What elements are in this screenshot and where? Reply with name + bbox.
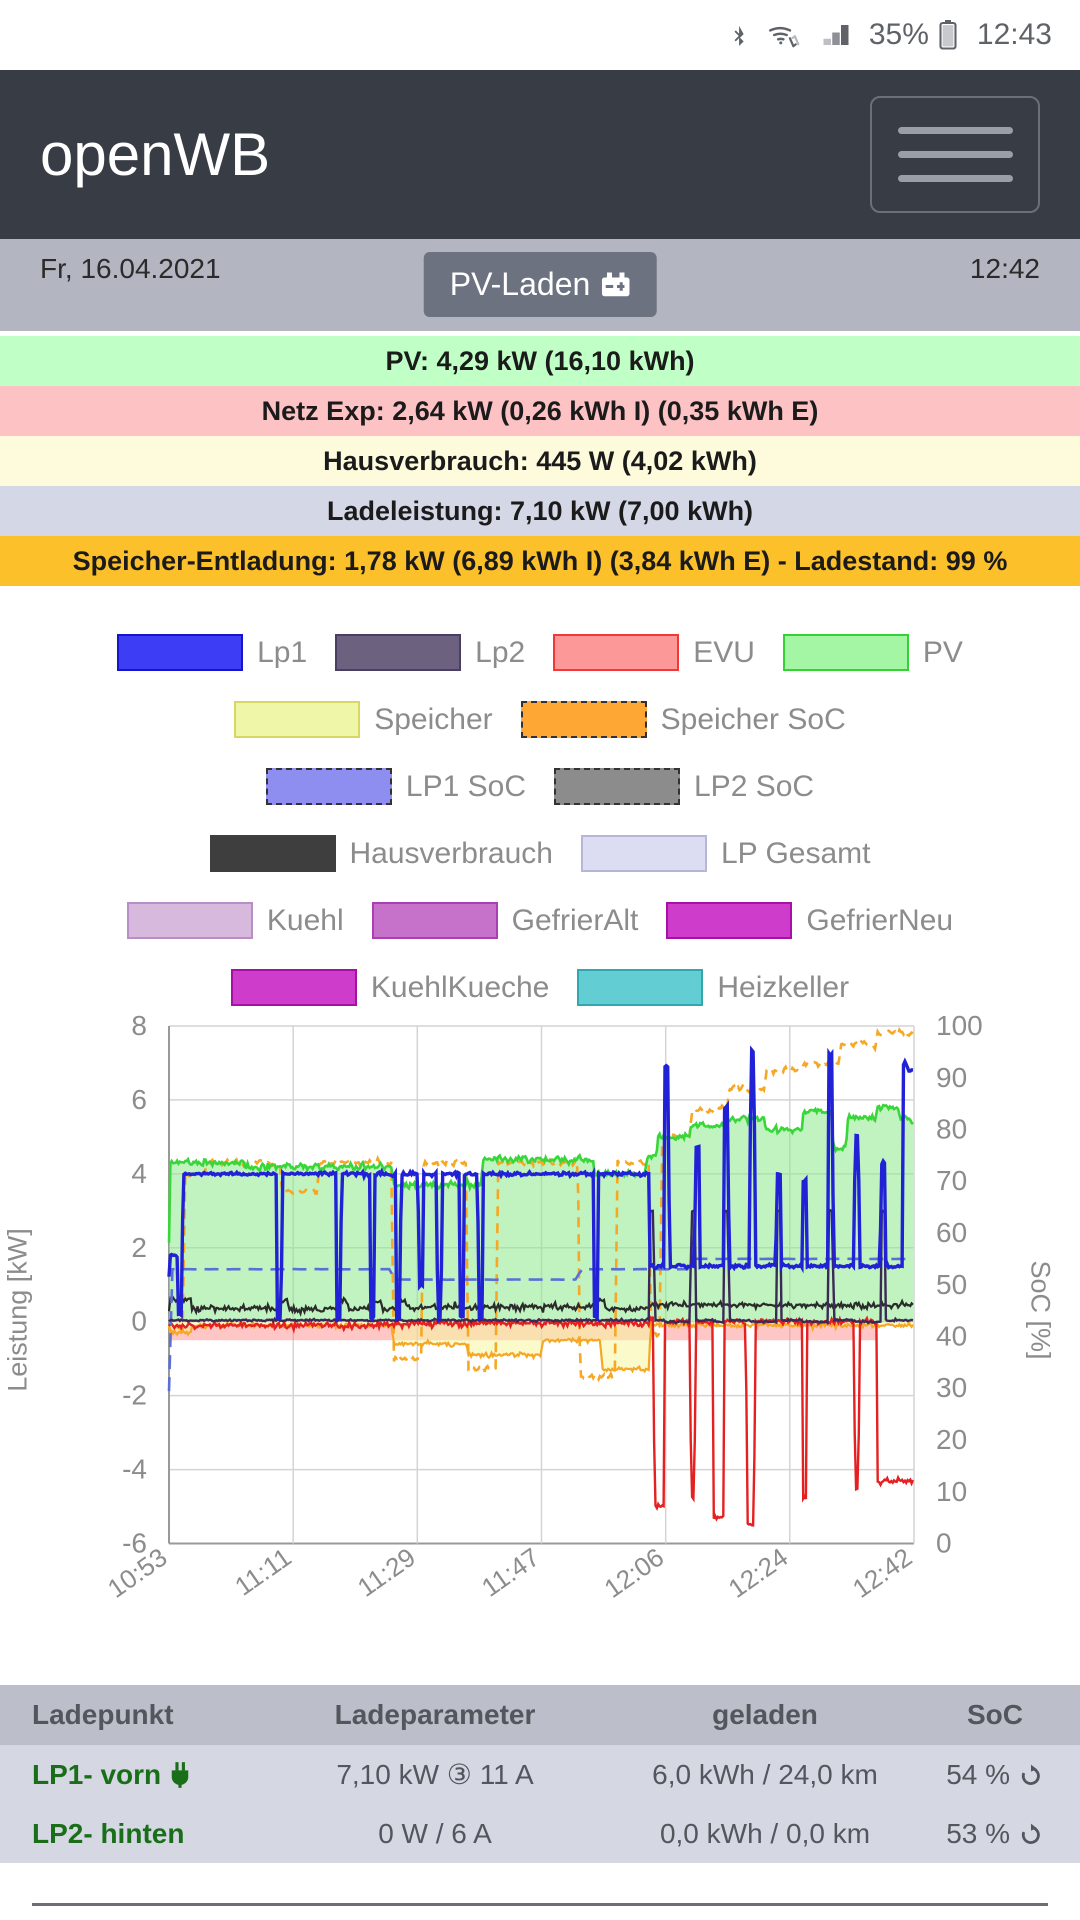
svg-text:20: 20 xyxy=(936,1424,967,1455)
svg-text:30: 30 xyxy=(936,1372,967,1403)
svg-text:11:47: 11:47 xyxy=(476,1542,545,1603)
svg-text:70: 70 xyxy=(936,1165,967,1196)
svg-text:-4: -4 xyxy=(122,1454,147,1485)
svg-text:6: 6 xyxy=(131,1084,147,1115)
svg-text:8: 8 xyxy=(131,1010,147,1041)
svg-text:0: 0 xyxy=(936,1528,952,1559)
svg-text:90: 90 xyxy=(936,1062,967,1093)
svg-text:0: 0 xyxy=(131,1306,147,1337)
svg-text:40: 40 xyxy=(936,1321,967,1352)
svg-text:12:24: 12:24 xyxy=(723,1542,794,1604)
svg-text:12:06: 12:06 xyxy=(599,1542,670,1604)
svg-text:60: 60 xyxy=(936,1217,967,1248)
svg-text:2: 2 xyxy=(131,1232,147,1263)
svg-text:80: 80 xyxy=(936,1114,967,1145)
svg-text:4: 4 xyxy=(131,1158,147,1189)
svg-text:10: 10 xyxy=(936,1476,967,1507)
svg-text:100: 100 xyxy=(936,1010,983,1041)
svg-text:-2: -2 xyxy=(122,1380,147,1411)
svg-text:11:29: 11:29 xyxy=(352,1542,421,1603)
svg-text:50: 50 xyxy=(936,1269,967,1300)
svg-text:11:11: 11:11 xyxy=(229,1542,296,1602)
svg-text:12:42: 12:42 xyxy=(847,1542,918,1604)
